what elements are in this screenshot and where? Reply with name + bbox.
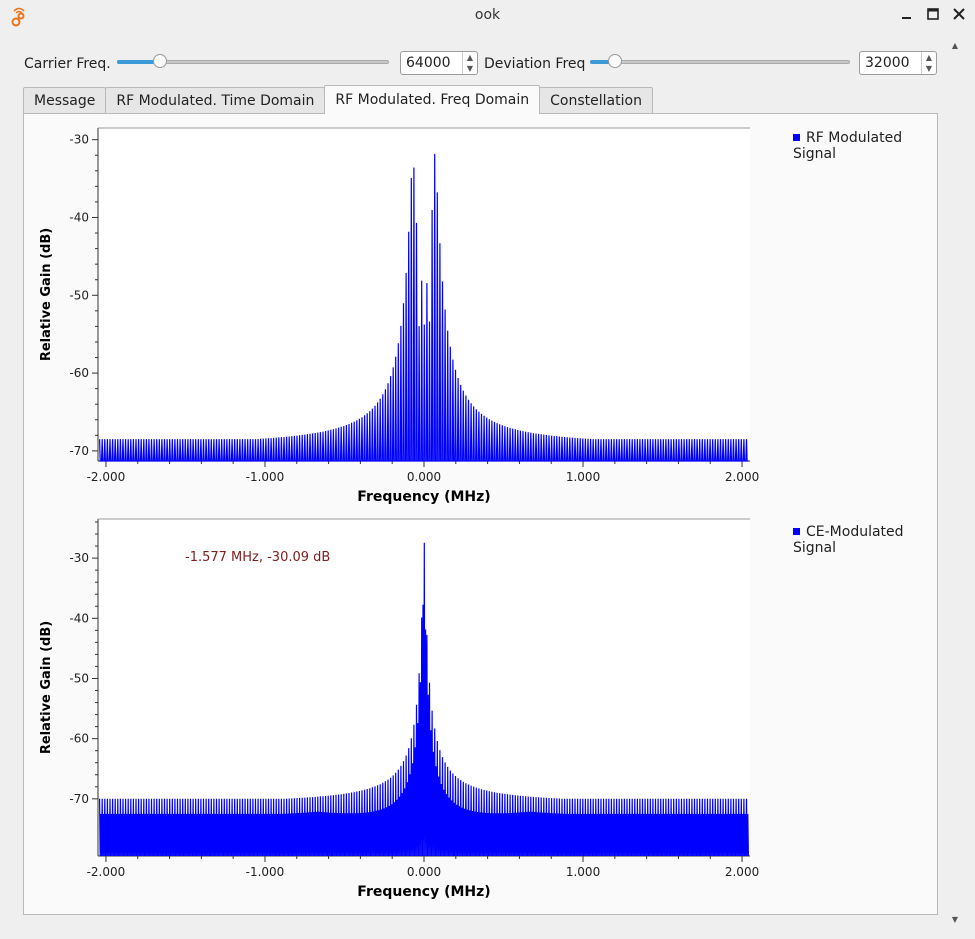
controls-row: Carrier Freq. ▲ ▼ Deviation Freq ▲ ▼ — [0, 46, 945, 82]
slider-fill — [117, 60, 160, 64]
gnuradio-icon — [11, 7, 25, 27]
rf-freq-plot[interactable]: -30 -40 -50 -60 -70 -2.000 -1.000 0.000 1.000 2.0… — [23, 114, 938, 514]
x-tick-label: -1.000 — [246, 470, 285, 484]
x-tick-label: 0.000 — [407, 865, 441, 879]
spectrum-trace — [99, 153, 749, 462]
legend-swatch — [793, 528, 800, 535]
minimize-icon[interactable] — [899, 6, 915, 22]
y-tick-label: -60 — [69, 366, 89, 380]
deviation-freq-spinbox[interactable]: ▲ ▼ — [859, 51, 937, 75]
y-axis-label: Relative Gain (dB) — [39, 228, 54, 361]
carrier-freq-spinbox[interactable]: ▲ ▼ — [400, 51, 478, 75]
x-tick-label: 1.000 — [566, 865, 600, 879]
x-axis-label: Frequency (MHz) — [357, 489, 490, 505]
y-tick-label: -30 — [69, 133, 89, 147]
x-tick-label: 2.000 — [725, 470, 759, 484]
y-axis-label: Relative Gain (dB) — [39, 621, 54, 754]
legend-label: CE-Modulated Signal — [793, 524, 904, 556]
x-tick-label: 0.000 — [407, 470, 441, 484]
y-tick-label: -40 — [69, 611, 89, 625]
carrier-freq-input[interactable] — [401, 52, 471, 74]
spin-up-icon[interactable]: ▲ — [466, 53, 474, 62]
spin-down-icon[interactable]: ▼ — [925, 64, 933, 73]
spin-up-icon[interactable]: ▲ — [925, 53, 933, 62]
cursor-readout: -1.577 MHz, -30.09 dB — [185, 550, 331, 565]
deviation-freq-label: Deviation Freq — [484, 56, 586, 72]
slider-thumb[interactable] — [608, 54, 622, 68]
x-tick-label: 2.000 — [725, 865, 759, 879]
x-tick-label: 1.000 — [566, 470, 600, 484]
tab-message[interactable]: Message — [23, 87, 107, 113]
y-tick-label: -40 — [69, 210, 89, 224]
slider-fill — [590, 60, 615, 64]
y-tick-label: -50 — [69, 671, 89, 685]
deviation-freq-slider[interactable] — [590, 54, 850, 68]
maximize-icon[interactable] — [925, 6, 941, 22]
ce-freq-plot[interactable]: -30 -40 -50 -60 -70 -2.000 -1.000 0.000 1.000 2.0… — [23, 514, 938, 914]
carrier-freq-slider[interactable] — [117, 54, 389, 68]
deviation-freq-input[interactable] — [860, 52, 930, 74]
slider-thumb[interactable] — [153, 54, 167, 68]
y-tick-label: -50 — [69, 288, 89, 302]
rf-freq-chart[interactable]: -30 -40 -50 -60 -70 -2.000 -1.000 0.000 1.000 2.0… — [23, 114, 938, 514]
x-tick-label: -2.000 — [87, 470, 126, 484]
carrier-freq-label: Carrier Freq. — [24, 56, 111, 72]
title-bar: ook — [0, 0, 975, 32]
scroll-down-icon[interactable]: ▼ — [951, 915, 959, 924]
legend-ce-modulated[interactable]: CE-Modulated Signal — [793, 524, 938, 556]
legend-rf-modulated[interactable]: RF Modulated Signal — [793, 130, 938, 162]
spin-down-icon[interactable]: ▼ — [466, 64, 474, 73]
close-icon[interactable] — [951, 6, 967, 22]
legend-swatch — [793, 134, 800, 141]
x-tick-label: -2.000 — [87, 865, 126, 879]
tab-rf-time-domain[interactable]: RF Modulated. Time Domain — [105, 87, 326, 113]
x-axis-label: Frequency (MHz) — [357, 884, 490, 900]
ce-freq-chart[interactable]: -30 -40 -50 -60 -70 -2.000 -1.000 0.000 1.000 2.0… — [23, 514, 938, 914]
x-tick-label: -1.000 — [246, 865, 285, 879]
window-title: ook — [474, 7, 501, 23]
tab-constellation[interactable]: Constellation — [539, 87, 653, 113]
spectrum-trace — [99, 542, 749, 857]
y-tick-label: -30 — [69, 551, 89, 565]
legend-label: RF Modulated Signal — [793, 130, 903, 162]
scroll-up-icon[interactable]: ▲ — [951, 41, 959, 50]
tab-rf-freq-domain[interactable]: RF Modulated. Freq Domain — [324, 85, 541, 114]
slider-track — [590, 60, 850, 64]
vertical-scrollbar[interactable]: ▲ ▼ — [948, 40, 962, 926]
y-tick-label: -70 — [69, 444, 89, 458]
tab-bar: Message RF Modulated. Time Domain RF Mod… — [23, 85, 653, 114]
y-tick-label: -60 — [69, 732, 89, 746]
y-tick-label: -70 — [69, 792, 89, 806]
